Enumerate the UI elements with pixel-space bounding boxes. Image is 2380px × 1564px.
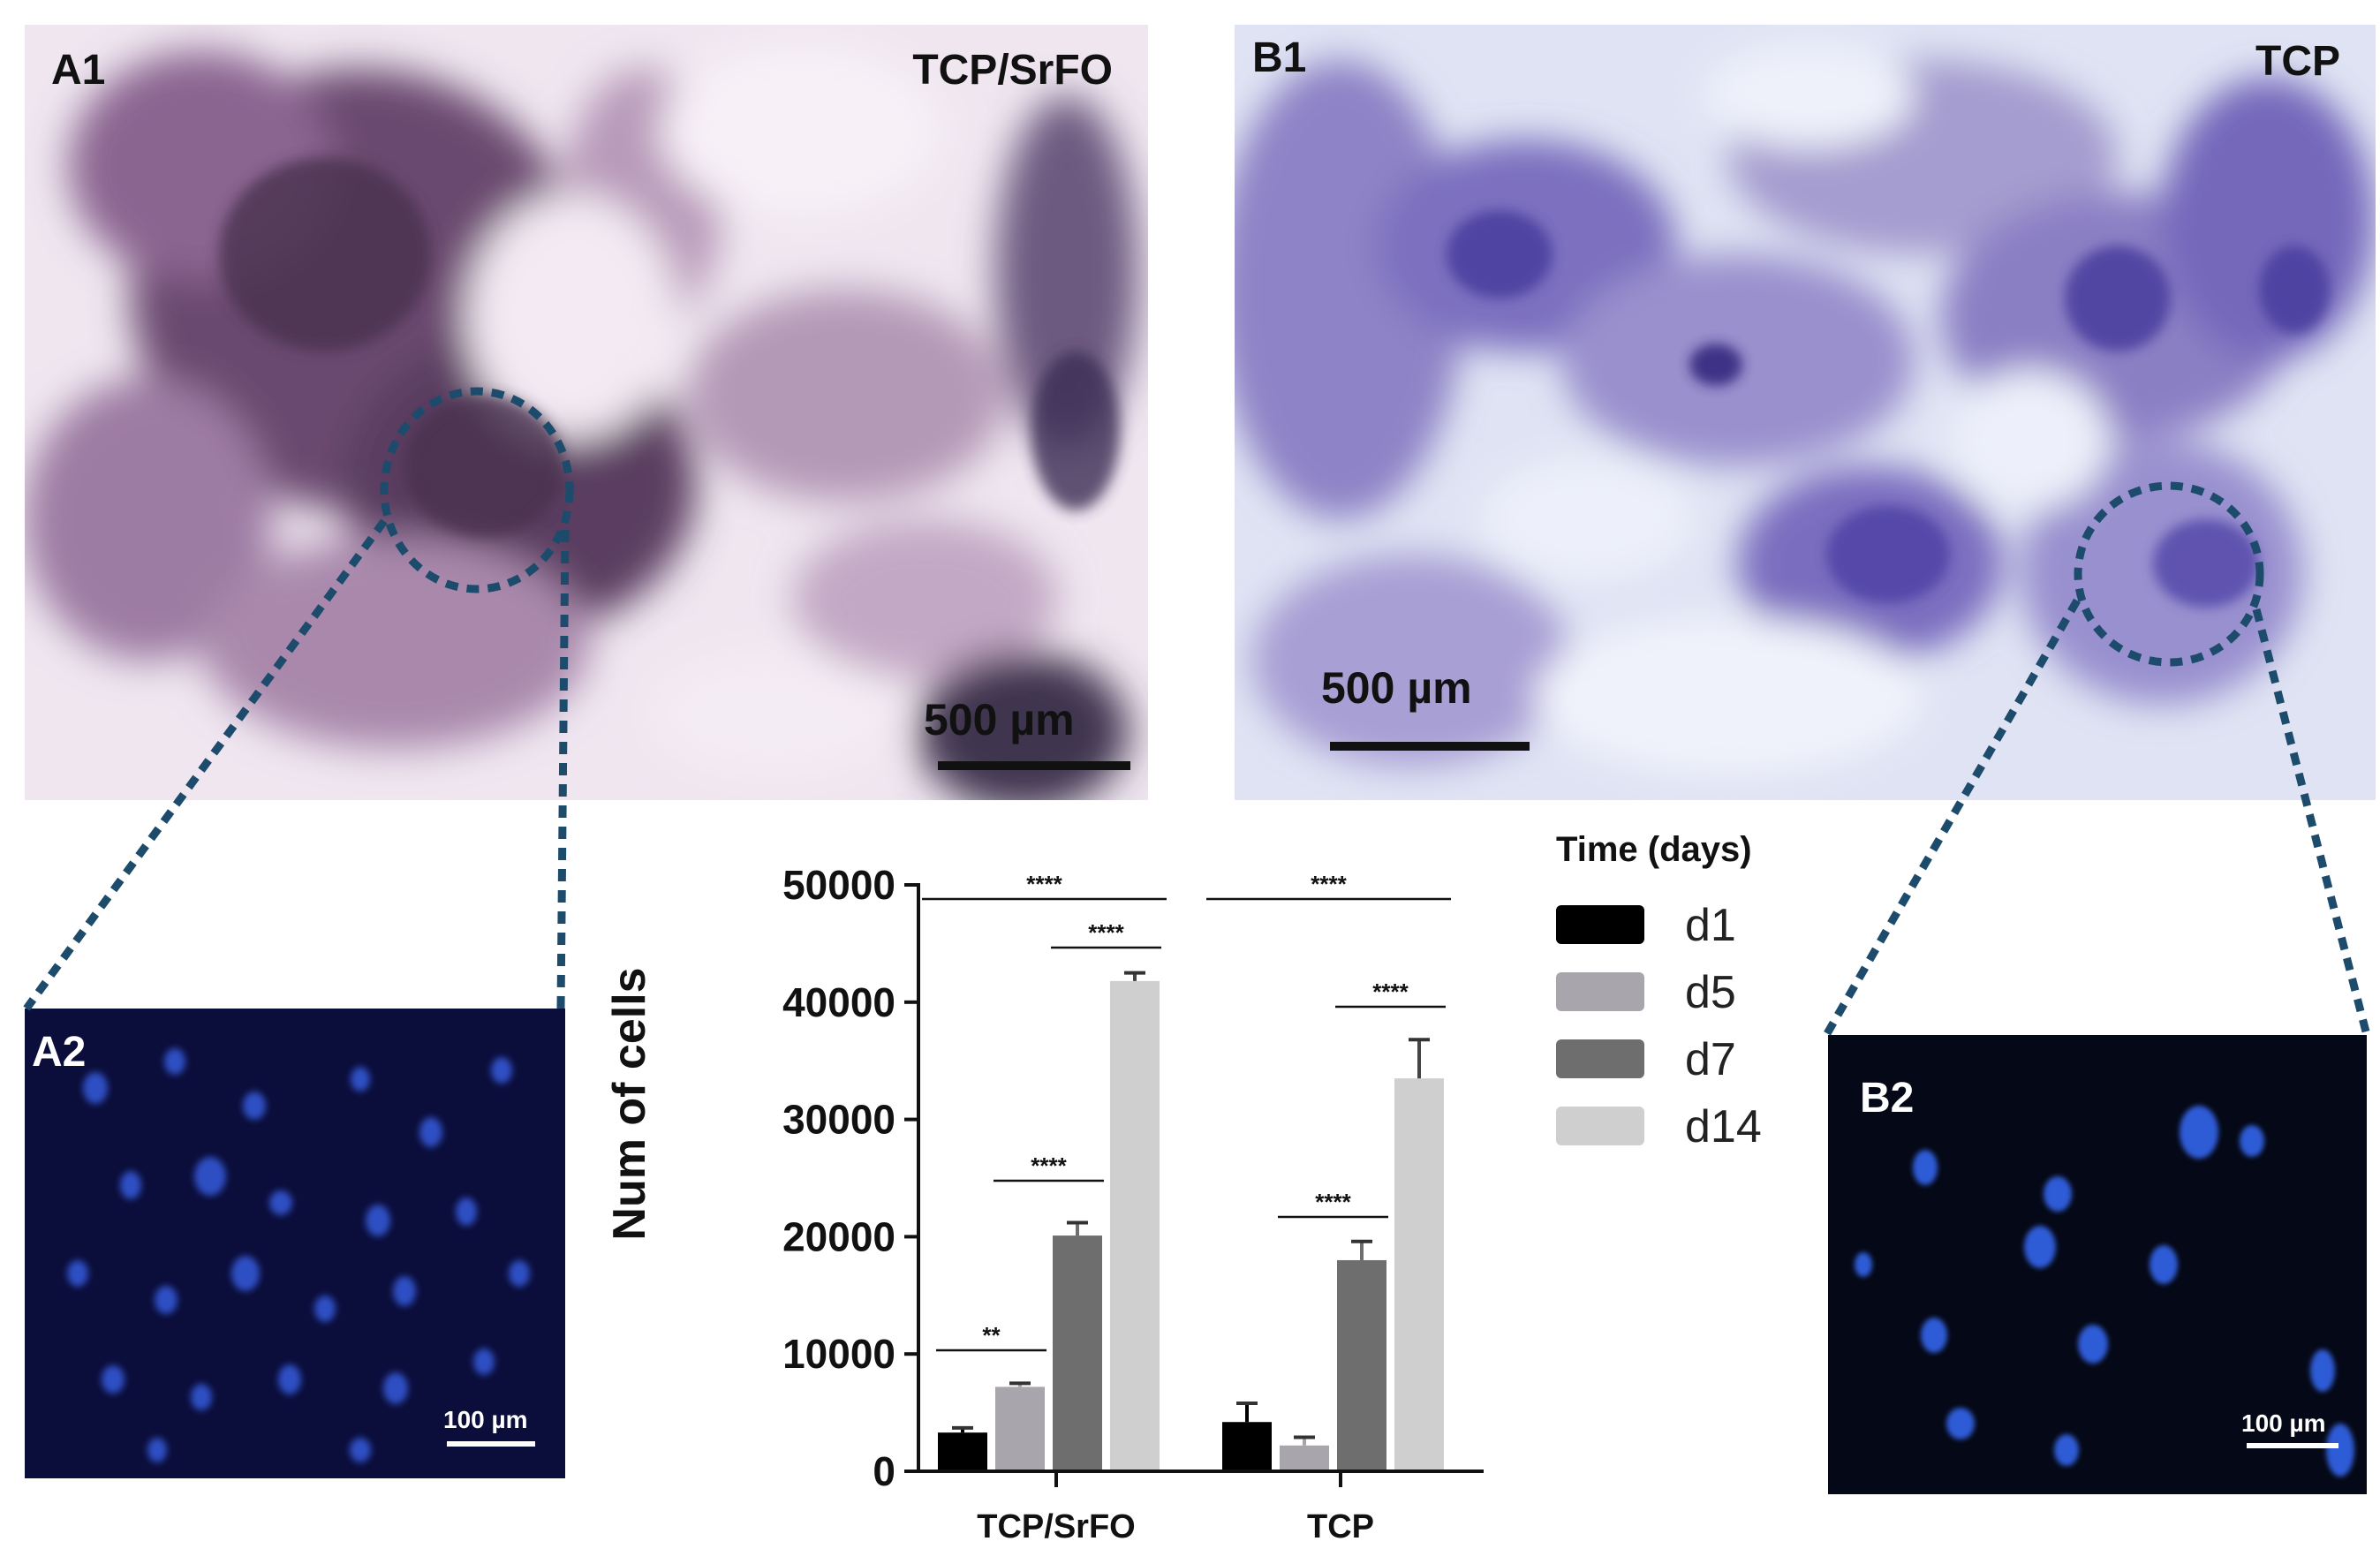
bar-d7-tcp-srfo bbox=[1053, 1235, 1102, 1471]
significance-label: **** bbox=[1315, 1189, 1351, 1215]
legend-swatch-d14 bbox=[1556, 1107, 1644, 1145]
y-tick-label: 30000 bbox=[782, 1097, 895, 1143]
b2-panel-label: B2 bbox=[1860, 1075, 1915, 1122]
a1-zoom-line-right bbox=[556, 529, 570, 1009]
x-category-label: TCP/SrFO bbox=[977, 1508, 1135, 1545]
b1-scale-bar bbox=[1330, 742, 1530, 751]
significance-label: **** bbox=[1372, 978, 1409, 1005]
y-tick-label: 40000 bbox=[782, 979, 895, 1025]
chart-legend: Time (days) d1 d5 d7 d14 bbox=[1556, 830, 1762, 1152]
b2-scale-bar-label: 100 µm bbox=[2241, 1409, 2326, 1437]
bar-d1-tcp bbox=[1222, 1422, 1272, 1471]
a1-panel-title: TCP/SrFO bbox=[912, 47, 1113, 94]
significance-label: ** bbox=[982, 1322, 1001, 1349]
a1-stain-texture bbox=[25, 42, 1137, 800]
y-tick-label: 10000 bbox=[782, 1331, 895, 1377]
a1-zoom-line-left bbox=[23, 518, 388, 1011]
b1-zoom-circle bbox=[2074, 481, 2264, 667]
bar-series bbox=[938, 980, 1444, 1471]
y-tick-label: 20000 bbox=[782, 1213, 895, 1259]
y-tick-label: 50000 bbox=[782, 862, 895, 908]
panel-a1-micrograph: A1 TCP/SrFO 500 µm bbox=[25, 25, 1148, 800]
x-axis-categories: TCP/SrFO TCP bbox=[977, 1471, 1374, 1545]
legend-swatch-d5 bbox=[1556, 972, 1644, 1011]
y-tick-label: 0 bbox=[873, 1448, 895, 1494]
b1-panel-title: TCP bbox=[2255, 38, 2340, 85]
bar-d1-tcp-srfo bbox=[938, 1432, 987, 1471]
significance-brackets: ************************** bbox=[922, 871, 1451, 1352]
a2-panel-label: A2 bbox=[32, 1029, 87, 1076]
b2-nuclei bbox=[1855, 1106, 2354, 1477]
legend-label-d5: d5 bbox=[1685, 967, 1736, 1018]
legend-label-d7: d7 bbox=[1685, 1034, 1736, 1085]
b2-scale-bar bbox=[2247, 1443, 2338, 1448]
b1-zoom-line-right bbox=[2252, 608, 2371, 1037]
a1-panel-label: A1 bbox=[51, 47, 106, 94]
legend-swatch-d7 bbox=[1556, 1039, 1644, 1078]
b1-stain-texture bbox=[1235, 42, 2374, 775]
cell-count-chart: Num of cells 01000020000300004000050000 … bbox=[604, 862, 1484, 1545]
y-axis-ticks: 0 10000 20000 30000 40000 50000 bbox=[782, 862, 918, 1494]
b1-zoom-line-left bbox=[1823, 598, 2081, 1038]
y-axis-label: Num of cells bbox=[604, 967, 655, 1240]
bar-d5-tcp-srfo bbox=[995, 1386, 1045, 1471]
a1-zoom-circle bbox=[380, 387, 574, 593]
bar-d7-tcp bbox=[1337, 1259, 1386, 1471]
a2-nuclei bbox=[67, 1048, 530, 1462]
bar-d14-tcp bbox=[1394, 1078, 1444, 1471]
b1-zoom-callout bbox=[1823, 481, 2371, 1038]
b1-scale-bar-label: 500 µm bbox=[1321, 663, 1472, 713]
panel-b1-micrograph: B1 TCP 500 µm bbox=[1235, 25, 2376, 800]
a1-zoom-callout bbox=[23, 387, 574, 1011]
panel-a2-fluorescence: A2 100 µm bbox=[25, 1009, 565, 1478]
legend-label-d14: d14 bbox=[1685, 1101, 1762, 1152]
bar-d5-tcp bbox=[1280, 1445, 1329, 1471]
significance-label: **** bbox=[1031, 1152, 1067, 1179]
panel-b2-fluorescence: B2 100 µm bbox=[1828, 1035, 2367, 1494]
a2-scale-bar-label: 100 µm bbox=[443, 1406, 528, 1433]
significance-label: **** bbox=[1311, 871, 1347, 897]
legend-label-d1: d1 bbox=[1685, 900, 1736, 951]
significance-label: **** bbox=[1088, 919, 1124, 946]
legend-swatch-d1 bbox=[1556, 905, 1644, 944]
significance-label: **** bbox=[1026, 871, 1062, 897]
a1-scale-bar-label: 500 µm bbox=[924, 695, 1075, 744]
error-bars bbox=[952, 971, 1430, 1446]
b1-panel-label: B1 bbox=[1252, 34, 1307, 81]
a1-scale-bar bbox=[938, 761, 1130, 770]
a2-scale-bar bbox=[447, 1441, 535, 1447]
x-category-label: TCP bbox=[1307, 1508, 1374, 1545]
bar-d14-tcp-srfo bbox=[1110, 980, 1160, 1471]
legend-title: Time (days) bbox=[1556, 830, 1752, 869]
